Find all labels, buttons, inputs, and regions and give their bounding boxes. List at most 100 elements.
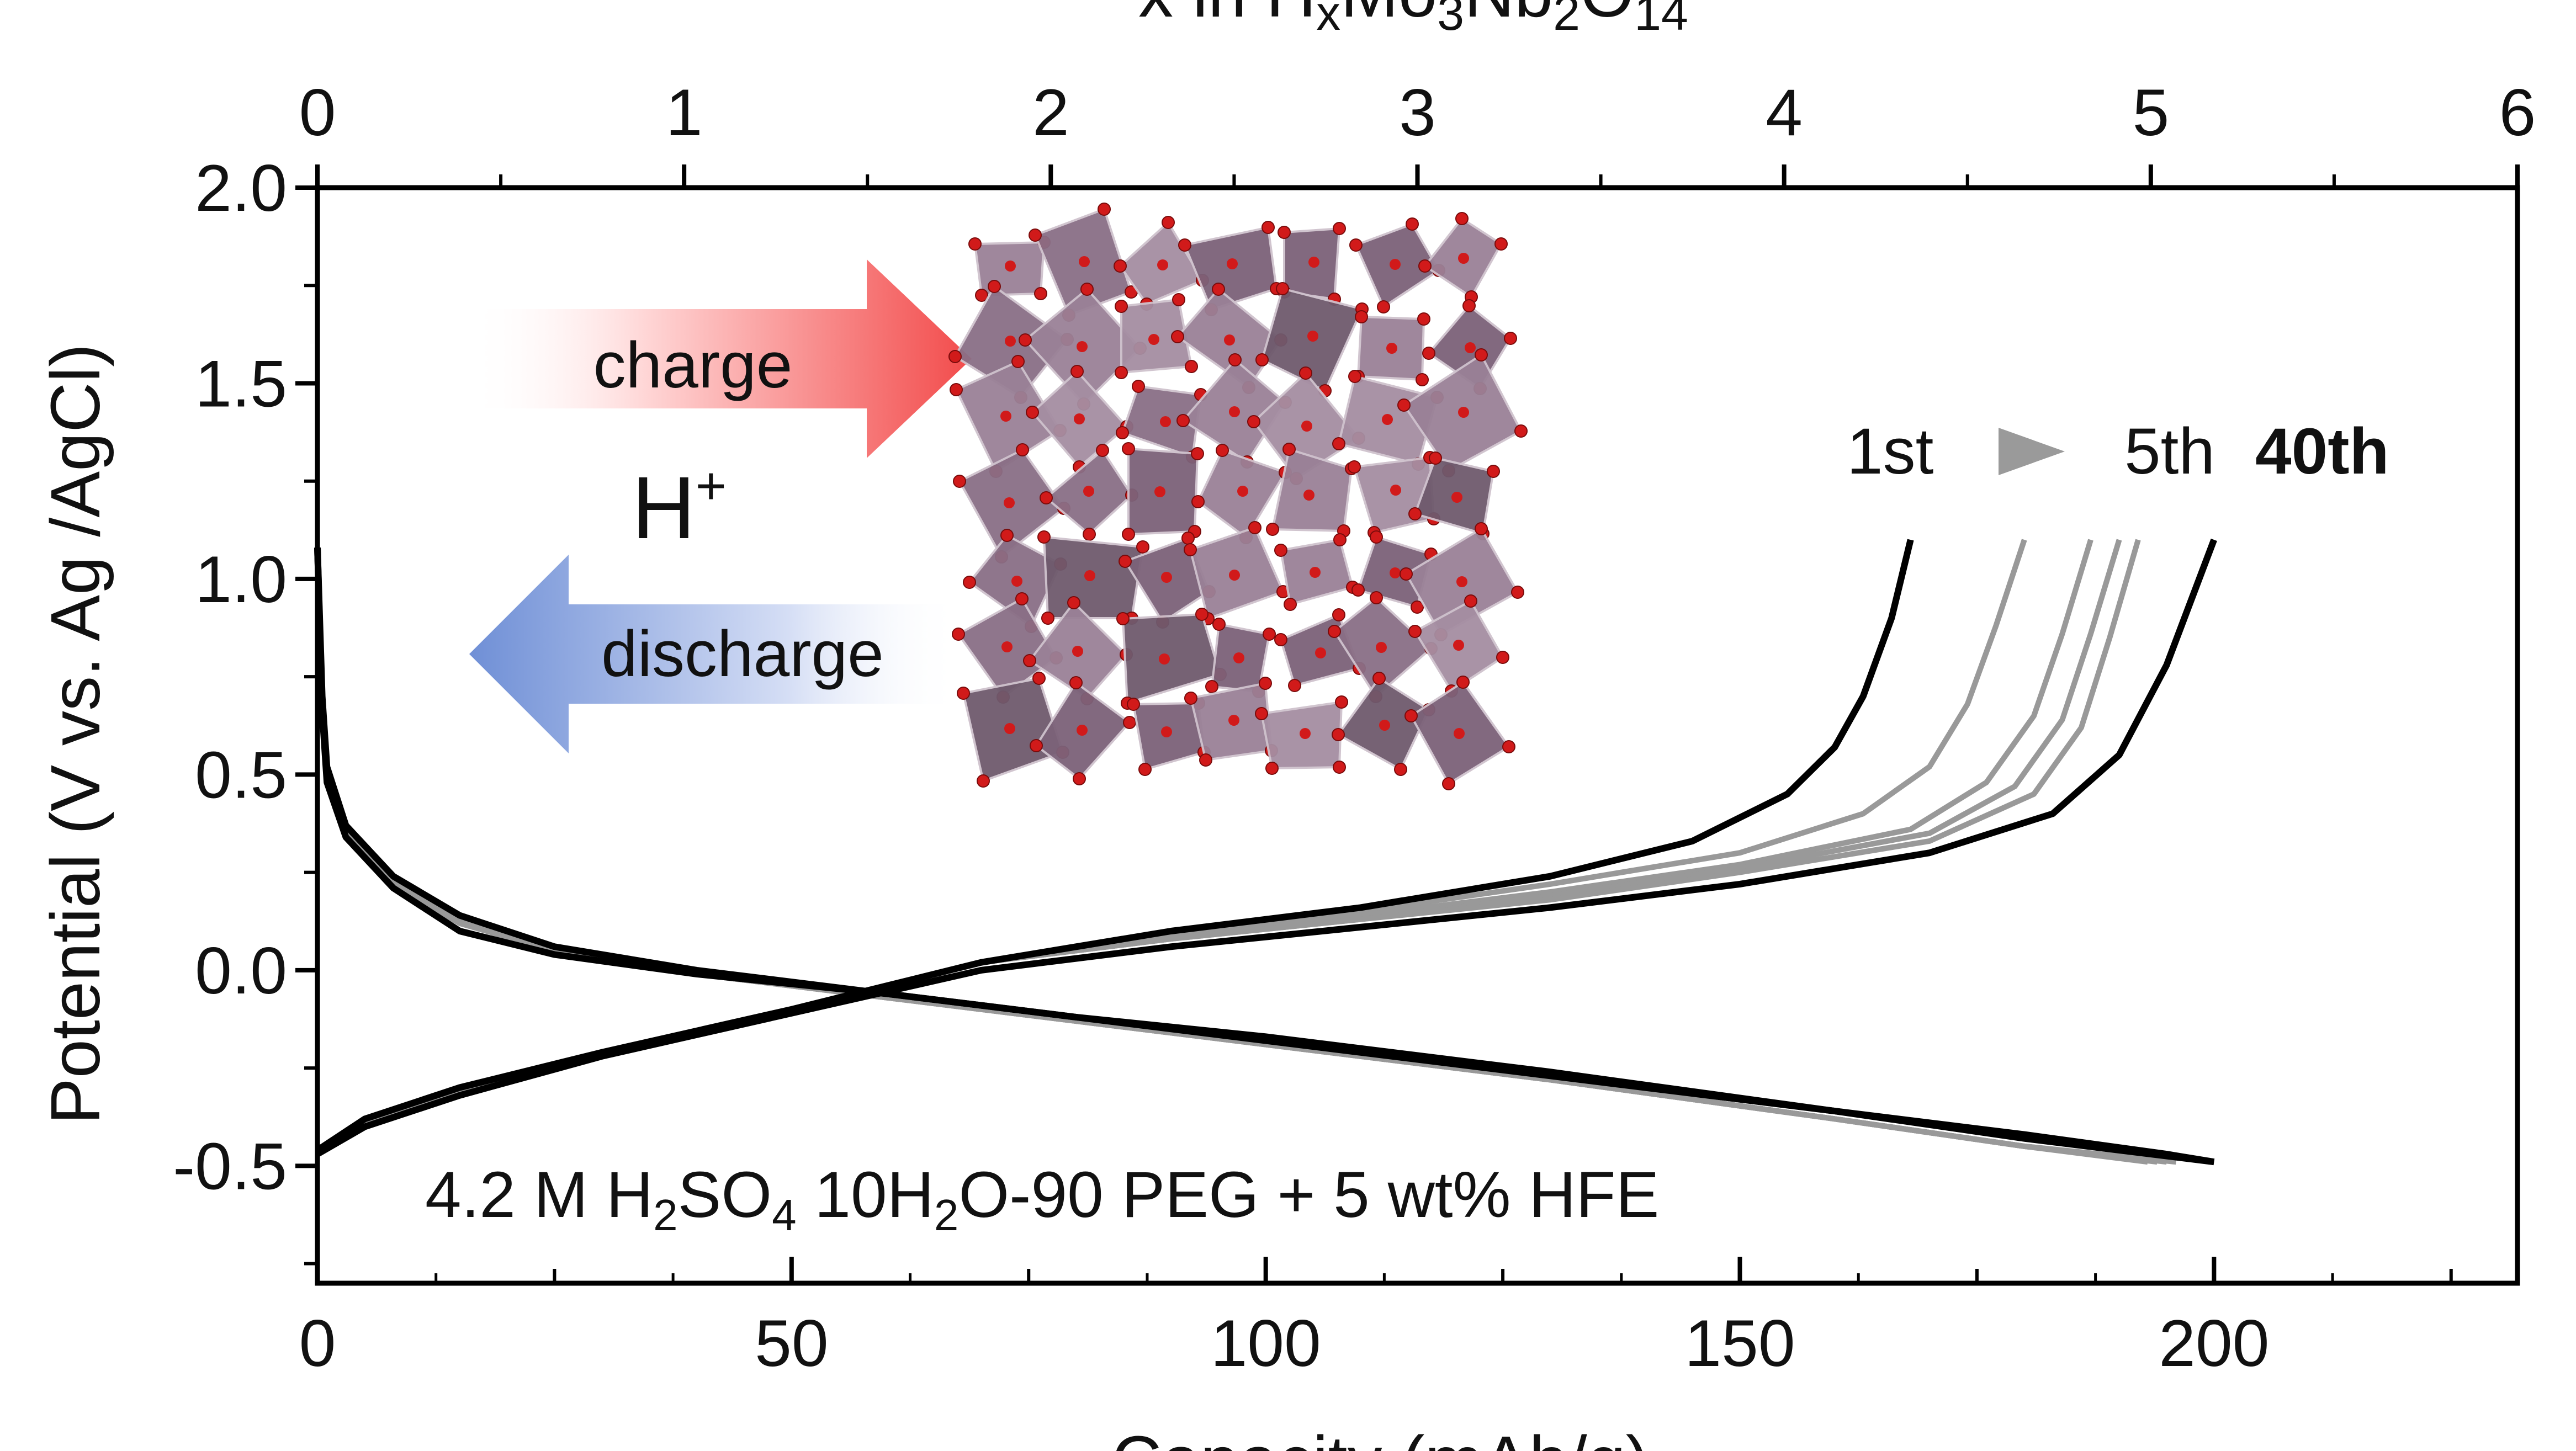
crystal-atom [1411,600,1424,614]
crystal-atom [975,289,988,302]
crystal-atom [1000,529,1014,542]
crystal-atom [1372,672,1386,685]
legend-arrow-icon [1999,428,2065,475]
electrolyte-part: O-90 PEG + 5 wt% HFE [958,1158,1659,1231]
crystal-atom [1181,531,1195,545]
crystal-atom [1080,283,1094,296]
crystal-atom [1191,495,1205,508]
crystal-atom [1072,646,1083,657]
crystal-atom [1465,342,1476,353]
crystal-atom [1454,728,1465,739]
crystal-atom [1074,413,1085,424]
crystal-atom [1178,238,1191,252]
electrolyte-sub: 2 [934,1190,959,1240]
crystal-atom [1458,407,1469,418]
crystal-atom [1406,217,1419,231]
top-axis-title-part: O [1580,0,1634,31]
x-tick-label: 50 [755,1306,828,1380]
crystal-atom [968,237,982,251]
crystal-atom [1332,728,1345,741]
crystal-atom [1154,486,1165,497]
crystal-atom [1417,312,1430,326]
crystal-atom [1328,625,1341,638]
discharge-label: discharge [601,618,884,690]
crystal-atom [1248,521,1262,534]
crystal-atom [1282,443,1296,456]
crystal-atom [1370,591,1383,604]
x-axis-title: Capacity (mAh/g) [1111,1422,1649,1451]
crystal-atom [1453,640,1464,651]
x-tick-label: 200 [2159,1306,2269,1380]
crystal-atom [1030,739,1043,752]
y-tick-label: 1.5 [195,347,287,421]
crystal-atom [1114,259,1127,273]
crystal-atom [1348,460,1361,474]
charge-arrow: charge [469,259,972,458]
crystal-atom [1034,287,1047,300]
crystal-atom [1138,763,1152,776]
crystal-atom [1416,373,1429,386]
crystal-atom [1199,753,1212,767]
electrolyte-label: 4.2 M H2SO4 10H2O-90 PEG + 5 wt% HFE [425,1158,1659,1240]
crystal-atom [1205,680,1218,693]
crystal-atom [1442,777,1455,790]
crystal-atom [1011,355,1025,368]
crystal-atom [952,628,965,641]
crystal-atom [1422,347,1435,360]
crystal-atom [1335,695,1348,709]
crystal-atom [1016,443,1029,456]
electrolyte-part: SO [678,1158,772,1231]
crystal-atom [1332,437,1345,450]
crystal-atom [1333,761,1346,774]
charge-label: charge [593,329,793,402]
crystal-atom [1390,567,1401,578]
electrolyte-sub: 4 [772,1190,797,1240]
crystal-atom [1073,772,1086,785]
top-axis-title: x in HxMo3Nb2O14 [1138,0,1688,40]
crystal-atom [1404,709,1418,722]
crystal-atom [1032,672,1046,685]
crystal-atom [1496,651,1509,664]
crystal-atom [1123,716,1136,729]
crystal-atom [1394,763,1407,776]
crystal-atom [1228,353,1242,366]
crystal-atom [1212,283,1225,296]
crystal-atom [1084,570,1095,581]
crystal-atom [1288,679,1301,692]
crystal-atom [1184,692,1197,705]
crystal-atom [1040,491,1053,504]
crystal-atom [1115,300,1128,313]
crystal-atom [1408,507,1422,520]
discharge-curve-40th [314,548,2215,1166]
crystal-atom [1418,259,1432,273]
crystal-atom [1159,653,1170,665]
top-axis-title-sub: 14 [1634,0,1688,40]
crystal-atom [1408,625,1422,638]
crystal-atom [1000,411,1011,422]
crystal-atom [1400,567,1413,581]
top-axis-title-sub: 2 [1553,0,1580,40]
crystal-atom [1015,592,1029,605]
crystal-atom [1161,726,1172,737]
crystal-atom [1464,594,1477,608]
x-tick-label: 150 [1684,1306,1795,1380]
crystal-atom [1333,533,1347,546]
discharge-arrow-shape [469,555,961,753]
crystal-atom [1098,203,1111,216]
crystal-atom [1376,642,1387,653]
crystal-atom [1397,398,1411,412]
crystal-atom [1083,486,1094,497]
x2-tick-label: 2 [1032,76,1069,150]
x2-tick-label: 6 [2499,76,2536,150]
crystal-polyhedron [1121,613,1222,705]
crystal-atom [1247,415,1260,428]
crystal-atom [1023,654,1036,667]
data-series [314,538,2217,1166]
crystal-atom [1456,576,1467,587]
crystal-atom [1284,598,1297,611]
crystal-atom [1229,570,1240,581]
crystal-atom [1390,259,1401,270]
plot-frame [315,185,2520,1286]
crystal-atom [1351,583,1365,597]
y-tick-label: 0.0 [195,934,287,1008]
